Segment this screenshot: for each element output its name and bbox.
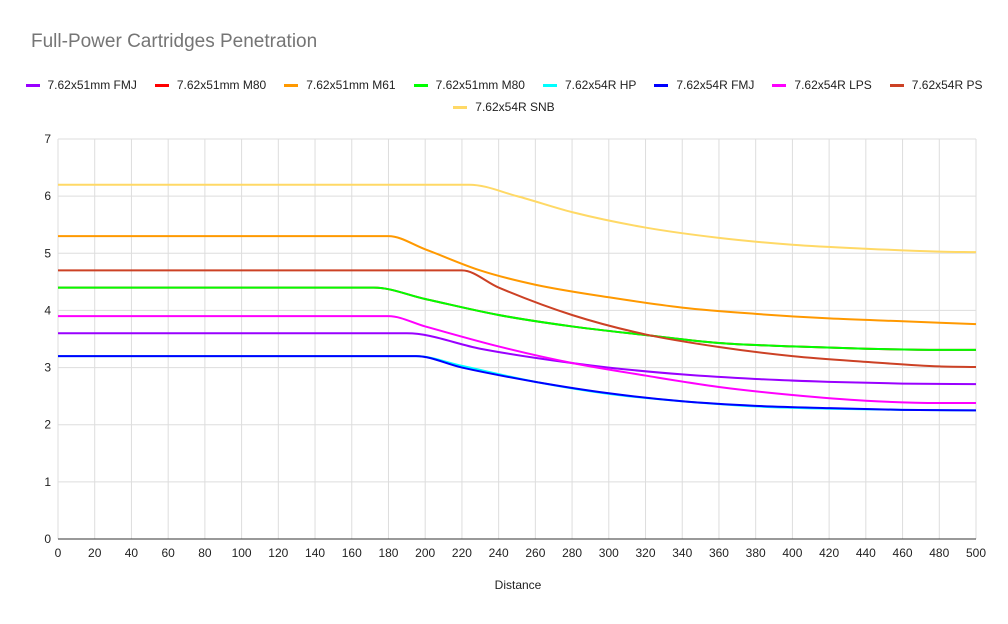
legend-label: 7.62x51mm M80 — [435, 78, 525, 92]
legend-label: 7.62x54R HP — [564, 78, 637, 92]
legend-swatch — [654, 83, 669, 87]
legend-swatch — [25, 83, 40, 87]
x-tick-label: 360 — [709, 546, 729, 560]
legend-label: 7.62x54R SNB — [475, 100, 555, 114]
x-tick-label: 0 — [55, 546, 62, 560]
series-line-7-62x54r-snb — [57, 183, 977, 254]
x-tick-label: 420 — [819, 546, 839, 560]
x-tick-label: 140 — [305, 546, 325, 560]
legend-label: 7.62x51mm M61 — [306, 78, 396, 92]
series-line-7-62x54r-fmj — [58, 355, 977, 412]
x-tick-label: 400 — [782, 546, 802, 560]
legend-label: 7.62x54R PS — [911, 78, 983, 92]
y-tick-label: 5 — [44, 246, 51, 260]
y-tick-label: 0 — [44, 532, 51, 546]
legend-item: 7.62x54R SNB — [453, 100, 555, 114]
series-line-7-62x51mm-m61 — [58, 235, 977, 326]
x-tick-label: 40 — [125, 546, 139, 560]
x-tick-label: 60 — [161, 546, 175, 560]
x-tick-label: 320 — [636, 546, 656, 560]
x-tick-label: 160 — [342, 546, 362, 560]
x-tick-label: 440 — [856, 546, 876, 560]
legend-item: 7.62x51mm M80 — [154, 78, 267, 92]
y-tick-label: 1 — [44, 475, 51, 489]
legend-item: 7.62x54R PS — [889, 78, 983, 92]
series-line-7-62x51mm-fmj — [58, 332, 977, 386]
y-tick-label: 7 — [44, 132, 51, 146]
legend-item: 7.62x51mm M61 — [284, 78, 396, 92]
legend-item: 7.62x51mm M80 — [413, 78, 525, 92]
x-axis-title: Distance — [494, 578, 542, 592]
x-tick-label: 180 — [378, 546, 398, 560]
legend-label: 7.62x54R FMJ — [676, 78, 755, 92]
series-line-7-62x54r-ps — [58, 269, 977, 368]
x-tick-label: 460 — [893, 546, 913, 560]
chart-legend: 7.62x51mm FMJ 7.62x51mm M80 7.62x51mm M61 7… — [0, 74, 1008, 118]
series-line-7-62x54r-hp — [58, 355, 977, 412]
x-tick-label: 80 — [198, 546, 212, 560]
legend-swatch — [772, 83, 787, 87]
legend-row: 7.62x54R SNB — [0, 96, 1008, 118]
y-tick-label: 6 — [44, 189, 51, 203]
legend-label: 7.62x51mm M80 — [176, 78, 267, 92]
x-tick-label: 480 — [929, 546, 949, 560]
legend-swatch — [453, 105, 468, 109]
legend-swatch — [889, 83, 904, 87]
x-tick-label: 120 — [268, 546, 288, 560]
x-tick-label: 380 — [746, 546, 766, 560]
y-tick-label: 4 — [44, 303, 51, 317]
x-tick-label: 220 — [452, 546, 472, 560]
legend-item: 7.62x54R HP — [542, 78, 637, 92]
legend-swatch — [284, 83, 299, 87]
x-tick-label: 340 — [672, 546, 692, 560]
x-tick-label: 280 — [562, 546, 582, 560]
x-tick-label: 240 — [489, 546, 509, 560]
legend-item: 7.62x54R FMJ — [654, 78, 754, 92]
series-line-7-62x51mm-m80 — [58, 286, 976, 351]
chart-title: Full-Power Cartridges Penetration — [31, 31, 318, 52]
legend-item: 7.62x54R LPS — [772, 78, 872, 92]
legend-label: 7.62x51mm FMJ — [47, 78, 137, 92]
x-tick-label: 100 — [232, 546, 252, 560]
legend-label: 7.62x54R LPS — [794, 78, 872, 92]
legend-swatch — [154, 83, 169, 87]
x-tick-label: 500 — [966, 546, 986, 560]
legend-swatch — [542, 83, 557, 87]
legend-swatch — [413, 83, 428, 87]
series-line-7-62x54r-lps — [57, 315, 976, 404]
y-tick-label: 3 — [44, 361, 51, 375]
y-tick-label: 2 — [44, 418, 51, 432]
legend-row: 7.62x51mm FMJ 7.62x51mm M80 7.62x51mm M61 7… — [0, 74, 1008, 96]
x-tick-label: 300 — [599, 546, 619, 560]
x-tick-label: 260 — [525, 546, 545, 560]
x-tick-label: 20 — [88, 546, 102, 560]
legend-item: 7.62x51mm FMJ — [25, 78, 137, 92]
x-tick-label: 200 — [415, 546, 435, 560]
